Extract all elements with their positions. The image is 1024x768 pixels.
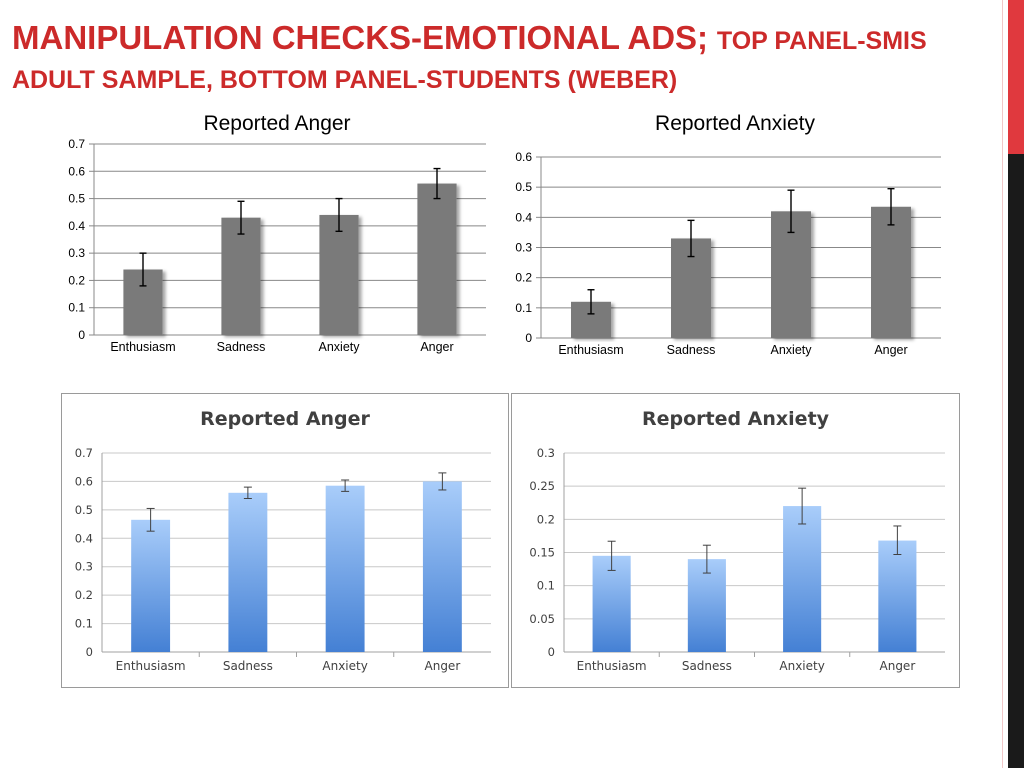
x-tick-label: Enthusiasm <box>577 659 647 673</box>
x-tick-label: Enthusiasm <box>558 343 623 357</box>
x-tick-label: Anxiety <box>771 343 813 357</box>
y-tick-label: 0 <box>86 645 93 659</box>
x-tick-label: Anger <box>874 343 907 357</box>
accent-bar-red <box>1008 0 1024 154</box>
chart-bottom-left-anger: Reported Anger 0 0.1 0.2 0.3 0.4 0.5 0.6 0.7 Ent… <box>61 393 509 688</box>
chart-plot: 0 0.05 0.1 0.15 0.2 0.25 0.3 Enthusiasm Sadness A… <box>529 446 945 673</box>
chart-title: Reported Anger <box>200 408 370 430</box>
x-tick-label: Enthusiasm <box>116 659 186 673</box>
chart-plot: 0 0.1 0.2 0.3 0.4 0.5 0.6 0.7 Enthusiasm Sadness A… <box>75 446 491 673</box>
x-tick-label: Sadness <box>682 659 732 673</box>
y-tick-label: 0.7 <box>68 137 85 151</box>
y-tick-label: 0.3 <box>537 446 555 460</box>
y-tick-label: 0.1 <box>75 617 93 631</box>
y-tick-label: 0.3 <box>515 241 532 255</box>
bar-anger <box>422 481 462 652</box>
y-tick-label: 0.4 <box>68 219 85 233</box>
y-tick-label: 0.5 <box>75 503 93 517</box>
slide-title-main: Manipulation Checks-Emotional ads; <box>12 19 709 56</box>
bar-sadness <box>687 559 726 652</box>
bar-sadness <box>228 492 268 652</box>
bar-anger <box>417 183 457 335</box>
x-tick-label: Sadness <box>217 340 266 354</box>
y-tick-label: 0.6 <box>75 474 93 488</box>
bar-anxiety <box>319 214 359 335</box>
y-tick-label: 0.6 <box>68 164 85 178</box>
y-tick-label: 0.25 <box>529 479 555 493</box>
y-tick-label: 0 <box>548 645 555 659</box>
y-tick-label: 0.2 <box>68 273 85 287</box>
slide-title-subtitle: top panel-SMIS adult sample, bottom pane… <box>12 27 927 94</box>
x-tick-label: Sadness <box>223 659 273 673</box>
y-tick-label: 0.3 <box>68 246 85 260</box>
y-tick-label: 0.5 <box>68 192 85 206</box>
x-tick-label: Enthusiasm <box>110 340 175 354</box>
y-tick-label: 0.4 <box>75 531 93 545</box>
bar-enthusiasm <box>131 519 171 652</box>
bar-anxiety <box>783 506 822 652</box>
x-tick-label: Anxiety <box>322 659 367 673</box>
y-tick-label: 0.7 <box>75 446 93 460</box>
x-tick-label: Anger <box>420 340 453 354</box>
chart-title: Reported Anxiety <box>655 112 815 135</box>
y-tick-label: 0.1 <box>68 301 85 315</box>
bar-sadness <box>221 217 261 335</box>
bar-enthusiasm <box>592 555 631 652</box>
y-tick-label: 0.1 <box>537 579 555 593</box>
chart-plot: 0 0.1 0.2 0.3 0.4 0.5 0.6 Enthusiasm Sadness Anxi… <box>515 150 941 357</box>
slide-edge-line <box>1002 0 1003 768</box>
chart-title: Reported Anxiety <box>641 408 830 430</box>
y-tick-label: 0.15 <box>529 546 555 560</box>
x-tick-label: Anxiety <box>779 659 824 673</box>
chart-top-left-anger: Reported Anger 0 0.1 0.2 0.3 0.4 0.5 0.6 0.7 Ent… <box>52 108 502 368</box>
x-tick-label: Anger <box>880 659 916 673</box>
accent-bar-dark <box>1008 154 1024 768</box>
bar-anger <box>871 206 911 338</box>
chart-bottom-right-anxiety: Reported Anxiety 0 0.05 0.1 0.15 0.2 0.25 0.3 E… <box>511 393 960 688</box>
chart-plot: 0 0.1 0.2 0.3 0.4 0.5 0.6 0.7 Enthusiasm Sadness A… <box>68 137 486 354</box>
y-tick-label: 0.2 <box>537 512 555 526</box>
y-tick-label: 0.4 <box>515 210 532 224</box>
y-tick-label: 0.1 <box>515 301 532 315</box>
bar-anxiety <box>325 485 365 652</box>
y-tick-label: 0.5 <box>515 180 532 194</box>
y-tick-label: 0.3 <box>75 560 93 574</box>
x-tick-label: Anger <box>425 659 461 673</box>
y-tick-label: 0.2 <box>515 271 532 285</box>
y-tick-label: 0.2 <box>75 588 93 602</box>
slide-title: Manipulation Checks-Emotional ads; top p… <box>12 20 1002 98</box>
chart-top-right-anxiety: Reported Anxiety 0 0.1 0.2 0.3 0.4 0.5 0.6 Enth… <box>510 108 960 368</box>
y-tick-label: 0.6 <box>515 150 532 164</box>
chart-title: Reported Anger <box>203 112 351 135</box>
x-tick-label: Anxiety <box>319 340 361 354</box>
x-tick-label: Sadness <box>667 343 716 357</box>
y-tick-label: 0.05 <box>529 612 555 626</box>
y-tick-label: 0 <box>525 331 532 345</box>
y-tick-label: 0 <box>78 328 85 342</box>
bar-anger <box>878 540 917 652</box>
